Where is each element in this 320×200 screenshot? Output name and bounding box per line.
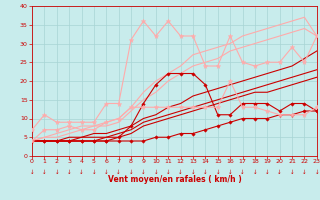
X-axis label: Vent moyen/en rafales ( km/h ): Vent moyen/en rafales ( km/h ) — [108, 175, 241, 184]
